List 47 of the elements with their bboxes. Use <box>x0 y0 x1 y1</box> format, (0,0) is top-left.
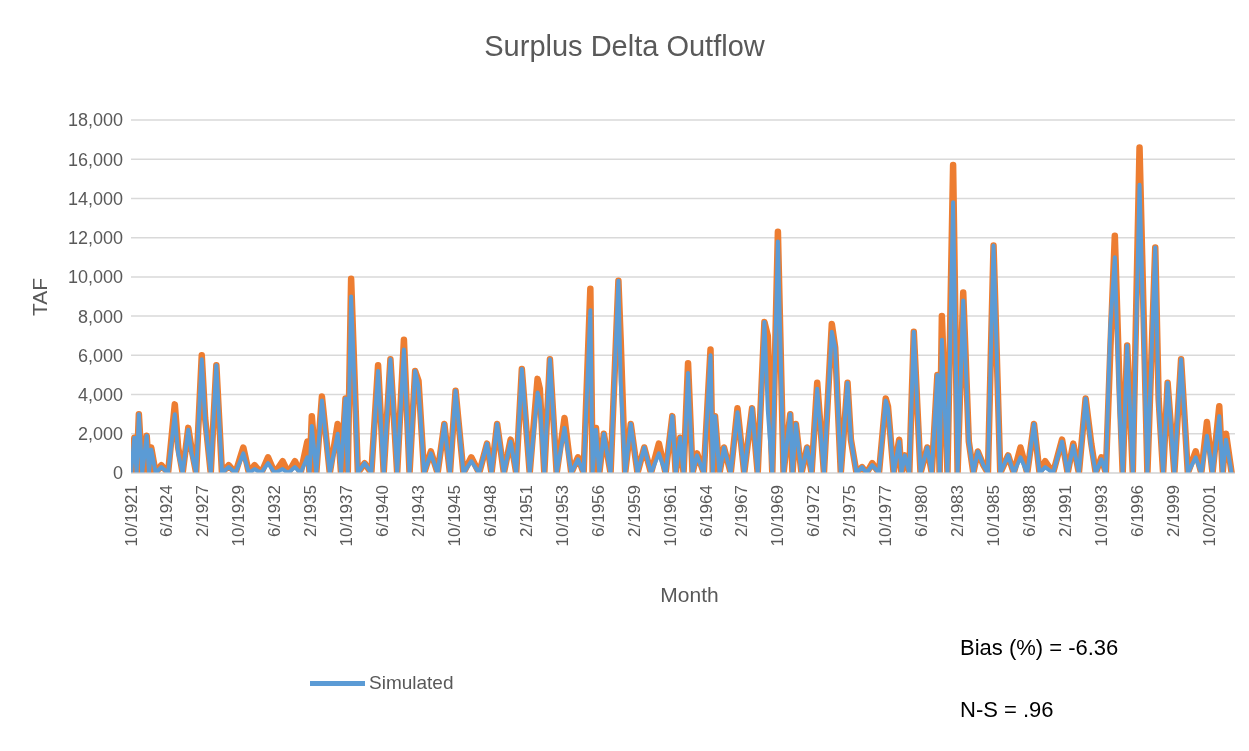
x-tick-label: 2/1935 <box>301 485 321 537</box>
legend-label: Simulated <box>369 672 454 694</box>
x-tick-label: 6/1948 <box>480 485 500 537</box>
x-tick-label: 6/1940 <box>373 485 393 537</box>
x-tick-label: 10/1961 <box>660 485 680 547</box>
y-tick-label: 18,000 <box>67 110 123 131</box>
x-tick-label: 10/1985 <box>984 485 1004 547</box>
y-tick-label: 8,000 <box>77 306 123 327</box>
y-tick-label: 14,000 <box>67 188 123 209</box>
x-tick-label: 6/1932 <box>265 485 285 537</box>
y-axis-title: TAF <box>28 277 52 317</box>
x-tick-label: 10/1993 <box>1091 485 1111 547</box>
x-tick-label: 2/1959 <box>624 485 644 537</box>
x-tick-label: 6/1980 <box>912 485 932 537</box>
y-tick-label: 16,000 <box>67 149 123 170</box>
x-tick-label: 2/1991 <box>1055 485 1075 537</box>
y-tick-label: 6,000 <box>77 345 123 366</box>
y-tick-label: 10,000 <box>67 267 123 288</box>
x-tick-label: 6/1972 <box>804 485 824 537</box>
text: N-S = .96 <box>960 697 1054 723</box>
x-tick-label: 2/1967 <box>732 485 752 537</box>
x-tick-label: 10/1929 <box>229 485 249 547</box>
x-tick-label: 2/1999 <box>1163 485 1183 537</box>
x-tick-label: 6/1988 <box>1019 485 1039 537</box>
x-tick-label: 6/1996 <box>1127 485 1147 537</box>
x-tick-label: 2/1951 <box>516 485 536 537</box>
x-tick-label: 2/1983 <box>948 485 968 537</box>
y-tick-label: 4,000 <box>77 384 123 405</box>
x-tick-label: 2/1927 <box>193 485 213 537</box>
x-tick-label: 10/1953 <box>552 485 572 547</box>
x-tick-label: 6/1956 <box>588 485 608 537</box>
x-tick-label: 10/1977 <box>876 485 896 547</box>
y-tick-label: 0 <box>112 463 123 484</box>
text: Bias (%) = -6.36 <box>960 635 1119 661</box>
x-axis-title: Month <box>659 583 720 607</box>
x-tick-label: 10/1937 <box>337 485 357 547</box>
x-tick-label: 2/1975 <box>840 485 860 537</box>
x-tick-label: 6/1924 <box>157 485 177 537</box>
x-tick-label: 10/2001 <box>1199 485 1219 547</box>
y-tick-label: 2,000 <box>77 424 123 445</box>
y-tick-label: 12,000 <box>67 228 123 249</box>
x-tick-label: 6/1964 <box>696 485 716 537</box>
chart-title: Surplus Delta Outflow <box>483 30 766 63</box>
x-tick-label: 10/1945 <box>444 485 464 547</box>
x-tick-label: 2/1943 <box>409 485 429 537</box>
x-tick-label: 10/1969 <box>768 485 788 547</box>
x-tick-label: 10/1921 <box>121 485 141 547</box>
